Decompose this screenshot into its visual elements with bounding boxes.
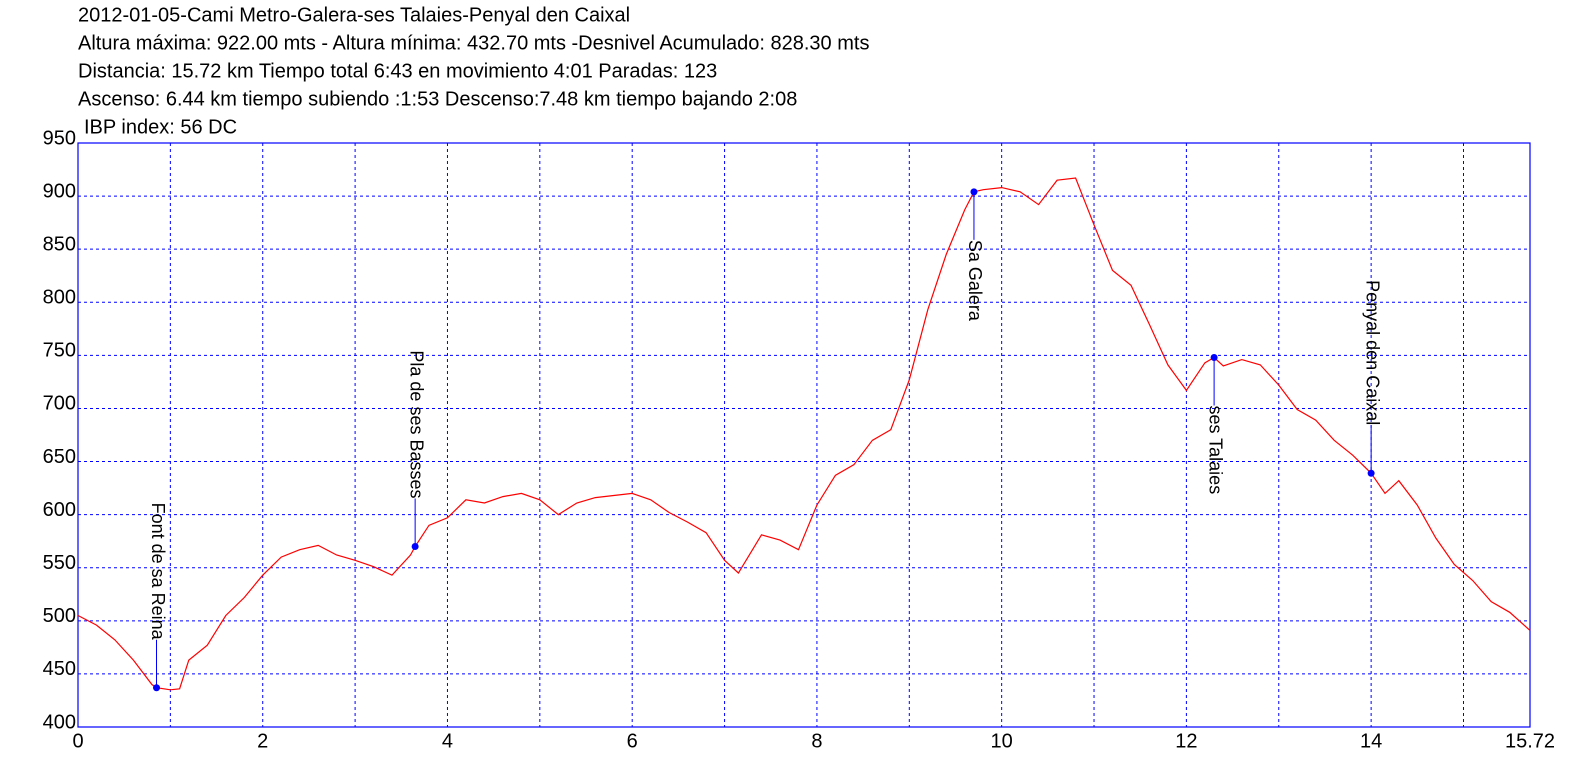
y-tick-label: 800	[43, 287, 76, 309]
info-line: Altura máxima: 922.00 mts - Altura mínim…	[78, 32, 869, 54]
waypoint-marker	[411, 542, 419, 550]
y-tick-label: 600	[43, 499, 76, 521]
y-tick-label: 900	[43, 180, 76, 202]
plot-frame	[77, 142, 1531, 728]
y-tick-label: 400	[43, 711, 76, 733]
elevation-line	[77, 177, 1531, 691]
x-tick-label: 10	[991, 730, 1013, 752]
y-tick-label: 650	[43, 446, 76, 468]
x-tick-label: 2	[257, 730, 268, 752]
waypoint-marker	[970, 188, 978, 196]
x-tick-label: 4	[442, 730, 453, 752]
waypoint-marker	[1367, 469, 1375, 477]
y-tick-label: 850	[43, 233, 76, 255]
y-tick-label: 450	[43, 658, 76, 680]
waypoint-label: Font de sa Reina	[148, 503, 168, 641]
info-line: Ascenso: 6.44 km tiempo subiendo :1:53 D…	[78, 88, 797, 110]
waypoint-marker	[1210, 353, 1218, 361]
y-tick-label: 750	[43, 340, 76, 362]
x-tick-label: 12	[1175, 730, 1197, 752]
y-tick-label: 950	[43, 127, 76, 149]
x-tick-label: 14	[1360, 730, 1382, 752]
waypoint-label: Sa Galera	[965, 240, 985, 322]
x-tick-label: 8	[811, 730, 822, 752]
waypoint-marker	[153, 684, 161, 692]
x-tick-label: 15.72	[1505, 730, 1555, 752]
info-line: Distancia: 15.72 km Tiempo total 6:43 en…	[78, 60, 717, 82]
y-tick-label: 700	[43, 393, 76, 415]
x-tick-label: 0	[72, 730, 83, 752]
chart-title: 2012-01-05-Cami Metro-Galera-ses Talaies…	[78, 4, 630, 26]
waypoint-label: ses Talaies	[1205, 405, 1225, 494]
y-tick-label: 500	[43, 605, 76, 627]
y-tick-label: 550	[43, 552, 76, 574]
x-tick-label: 6	[627, 730, 638, 752]
waypoint-label: Pla de ses Basses	[406, 350, 426, 498]
info-line: IBP index: 56 DC	[84, 116, 237, 138]
waypoint-label: Penyal den Caixal	[1362, 280, 1382, 425]
